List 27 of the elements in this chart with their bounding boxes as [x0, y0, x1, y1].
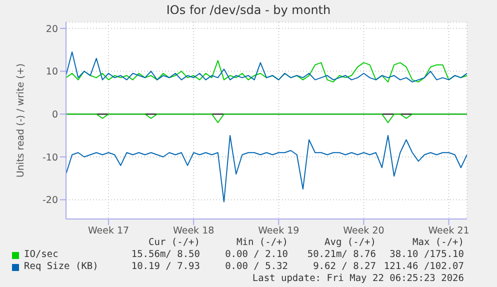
- y-tick-label: 10: [46, 66, 58, 78]
- legend-label: Req Size (KB): [23, 261, 100, 273]
- legend-label: IO/sec: [23, 249, 60, 261]
- chart-title: IOs for /dev/sda - by month: [165, 3, 332, 17]
- text: 15.56m/ 8.50: [130, 249, 200, 261]
- x-tick-label: Week 19: [258, 226, 300, 237]
- text: Cur (-/+): [148, 237, 200, 249]
- x-tick-label: Week 20: [343, 226, 384, 237]
- x-tick-label: Week 17: [88, 226, 130, 237]
- text: 0.00 / 2.10: [224, 249, 288, 261]
- text: 9.62 / 8.27: [312, 261, 376, 273]
- text: Avg (-/+): [324, 237, 376, 249]
- y-tick-label: 0: [52, 109, 58, 120]
- text: 121.46 /102.07: [382, 261, 464, 273]
- text: Max (-/+): [412, 237, 464, 249]
- text: 0.00 / 5.32: [224, 261, 288, 273]
- y-tick-label: -10: [42, 152, 58, 164]
- text: 10.19 / 7.93: [130, 261, 200, 273]
- text: Min (-/+): [236, 237, 288, 249]
- text: 38.10 /175.10: [388, 249, 464, 261]
- y-tick-label: 20: [46, 24, 58, 35]
- y-axis-title: Units read (-) / write (+): [15, 63, 26, 178]
- x-tick-label: Week 21: [428, 226, 470, 237]
- y-tick-label: -20: [42, 195, 58, 206]
- x-tick-label: Week 18: [173, 226, 214, 237]
- text: 50.21m/ 8.76: [306, 249, 376, 261]
- text: Last update: Fri May 22 06:25:23 2026: [251, 273, 464, 285]
